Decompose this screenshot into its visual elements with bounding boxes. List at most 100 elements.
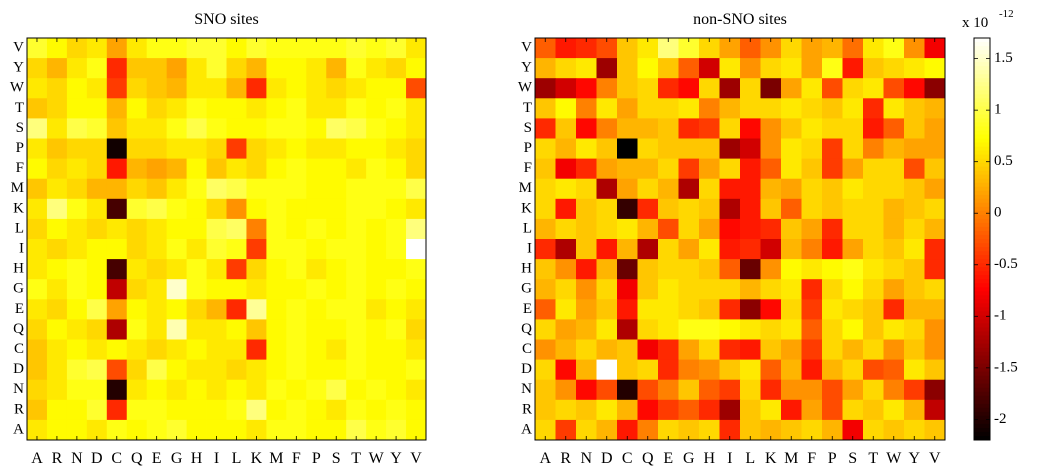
heatmap-cell <box>678 319 700 340</box>
heatmap-cell <box>266 158 287 180</box>
heatmap-cell <box>678 58 700 79</box>
heatmap-cell <box>535 158 556 180</box>
heatmap-cell <box>226 359 247 381</box>
heatmap-cell <box>166 138 187 159</box>
heatmap-cell <box>801 38 823 59</box>
x-tick-label: N <box>580 450 592 467</box>
colorbar-segment <box>974 427 990 433</box>
y-tick-label: I <box>527 240 532 256</box>
heatmap-cell <box>186 339 207 360</box>
colorbar-segment <box>974 307 990 312</box>
heatmap-cell <box>27 58 48 79</box>
heatmap-cell <box>883 319 905 340</box>
heatmap-cell <box>883 279 905 300</box>
colorbar-segment <box>974 222 990 228</box>
heatmap-cell <box>863 138 884 159</box>
heatmap-cell <box>617 98 638 119</box>
y-tick-label: V <box>521 39 532 55</box>
heatmap-cell <box>760 118 782 139</box>
x-tick-label: Q <box>642 450 654 467</box>
colorbar-segment <box>974 299 990 304</box>
heatmap-cell <box>760 239 782 260</box>
heatmap-cell <box>286 399 307 421</box>
heatmap-cell <box>658 419 679 441</box>
heatmap-cell <box>346 98 367 119</box>
heatmap-cell <box>246 299 267 320</box>
heatmap-cell <box>366 419 387 441</box>
heatmap-cell <box>924 38 946 59</box>
heatmap-cell <box>146 198 168 220</box>
heatmap-cell <box>286 299 307 320</box>
heatmap-cell <box>166 38 187 59</box>
heatmap-cell <box>699 359 720 381</box>
heatmap-cell <box>637 339 659 360</box>
heatmap-cell <box>86 399 108 421</box>
heatmap-cell <box>146 218 168 240</box>
colorbar: 1.5 1 0.5 0 -0.5 -1 -1.5 -2 x 10 -12 <box>962 8 1018 441</box>
heatmap-cell <box>904 379 925 401</box>
y-tick-label: T <box>523 100 532 116</box>
heatmap-cell <box>106 239 128 260</box>
heatmap-cell <box>760 379 782 401</box>
heatmap-cell <box>66 399 88 421</box>
y-tick-label: W <box>518 80 533 96</box>
x-tick-label: W <box>886 450 902 467</box>
heatmap-cell <box>186 198 207 220</box>
colorbar-segment <box>974 271 990 276</box>
heatmap-cell <box>126 158 148 180</box>
heatmap-cell <box>206 359 227 381</box>
heatmap-cell <box>822 138 843 159</box>
heatmap-cell <box>822 399 843 421</box>
heatmap-cell <box>126 339 148 360</box>
heatmap-cell <box>106 118 128 139</box>
colorbar-segment <box>974 435 990 441</box>
heatmap-cell <box>146 259 168 280</box>
heatmap-cell <box>740 118 761 139</box>
heatmap-cell <box>266 419 287 441</box>
x-tick-label: P <box>312 450 321 467</box>
heatmap-cell <box>740 279 761 300</box>
heatmap-cell <box>306 299 327 320</box>
heatmap-cell <box>801 359 823 381</box>
heatmap-cell <box>46 379 68 401</box>
heatmap-cell <box>904 38 925 59</box>
heatmap-cell <box>760 38 782 59</box>
heatmap-cell <box>326 38 347 59</box>
colorbar-segment <box>974 170 990 176</box>
heatmap-cell <box>678 78 700 99</box>
heatmap-cell <box>306 339 327 360</box>
heatmap-cell <box>346 38 367 59</box>
heatmap-cell <box>596 259 618 280</box>
heatmap-cell <box>86 339 108 360</box>
heatmap-cell <box>904 98 925 119</box>
heatmap-cell <box>863 259 884 280</box>
heatmap-cell <box>781 319 802 340</box>
heatmap-cell <box>678 178 700 200</box>
heatmap-cell <box>904 279 925 300</box>
colorbar-segment <box>974 255 990 260</box>
heatmap-cell <box>246 339 267 360</box>
heatmap-cell <box>186 259 207 280</box>
heatmap-cell <box>658 379 679 401</box>
heatmap-cell <box>266 379 287 401</box>
heatmap-cell <box>146 279 168 300</box>
heatmap-cell <box>801 158 823 180</box>
heatmap-cell <box>266 339 287 360</box>
heatmap-cell <box>535 379 556 401</box>
heatmap-cell <box>760 359 782 381</box>
heatmap-cell <box>346 379 367 401</box>
x-tick-label: L <box>232 450 242 467</box>
heatmap-cell <box>535 399 556 421</box>
heatmap-cell <box>106 58 128 79</box>
x-tick-label: S <box>848 450 857 467</box>
y-tick-label: A <box>521 421 532 437</box>
heatmap-cell <box>760 58 782 79</box>
heatmap-cell <box>266 218 287 240</box>
heatmap-cell <box>699 98 720 119</box>
heatmap-cell <box>246 319 267 340</box>
heatmap-cell <box>842 198 864 220</box>
heatmap-cell <box>842 339 864 360</box>
heatmap-cell <box>883 118 905 139</box>
y-tick-label: M <box>11 180 24 196</box>
heatmap-cell <box>126 38 148 59</box>
